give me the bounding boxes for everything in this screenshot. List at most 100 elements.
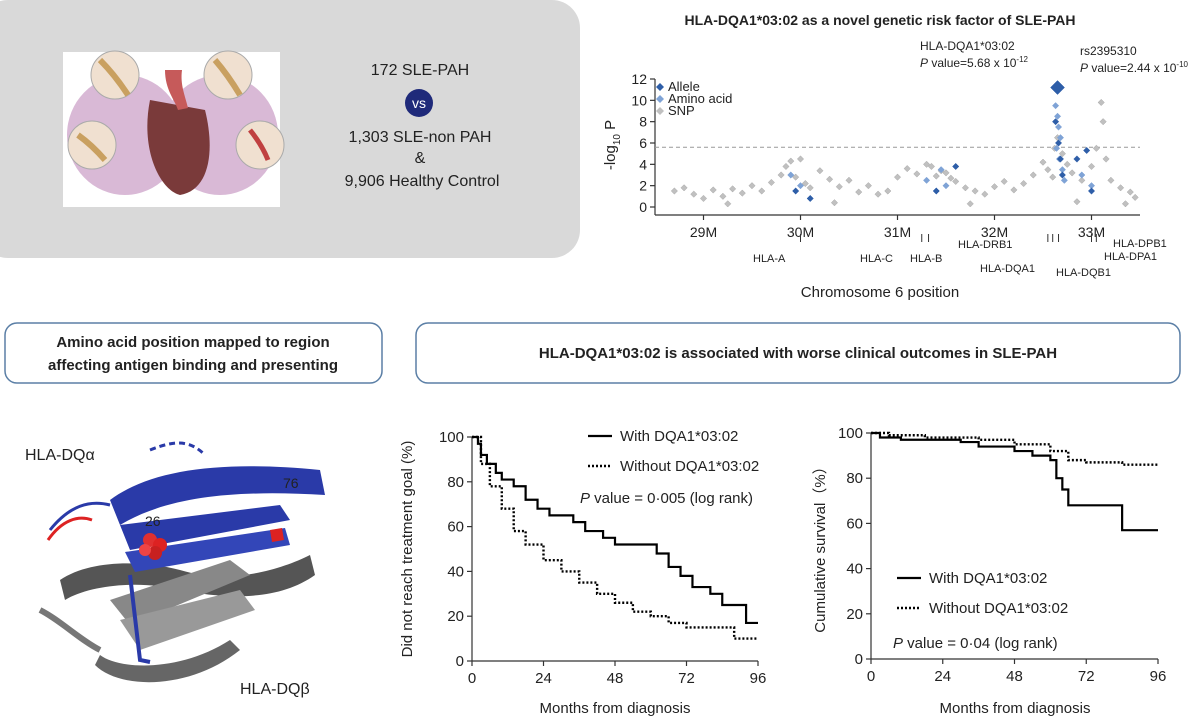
heart-illustration [63, 50, 285, 207]
data-point [971, 187, 979, 195]
data-point [1068, 169, 1076, 177]
data-point [845, 176, 853, 184]
data-point [942, 182, 950, 190]
data-point [792, 173, 800, 181]
survival-curve [472, 435, 758, 640]
legend-label: Allele [668, 79, 700, 94]
cohort-text: 172 SLE-PAH [371, 62, 469, 79]
gene-label: HLA-C [860, 253, 893, 265]
data-point [1092, 144, 1100, 152]
data-point [893, 173, 902, 181]
data-point [1083, 146, 1091, 155]
y-tick-label: 2 [639, 178, 647, 194]
data-point [806, 194, 814, 203]
x-tick-label: 32M [981, 224, 1008, 240]
x-tick-label: 48 [607, 670, 624, 687]
data-point [1073, 155, 1081, 163]
data-point [1078, 176, 1086, 184]
data-point [767, 178, 775, 187]
data-point [830, 199, 839, 207]
data-point [709, 186, 717, 194]
data-point [1078, 171, 1086, 179]
data-point [1087, 162, 1096, 171]
data-point [1049, 173, 1057, 181]
data-point [699, 194, 708, 203]
data-point [1029, 171, 1037, 179]
data-point [981, 190, 989, 198]
data-point [1044, 166, 1052, 174]
legend-label: Without DQA1*03:02 [620, 458, 759, 475]
data-point [932, 187, 940, 195]
data-point [952, 177, 960, 185]
x-tick-label: 96 [750, 670, 767, 687]
y-tick-label: 100 [838, 425, 863, 442]
y-tick-label: 40 [447, 563, 464, 580]
data-point [864, 182, 872, 190]
legend-label: With DQA1*03:02 [620, 428, 738, 445]
data-point [748, 182, 756, 190]
cohort-text: & [415, 150, 426, 167]
vs-badge [405, 89, 433, 117]
data-point [1121, 200, 1130, 208]
data-point [724, 200, 732, 208]
y-axis-label: Cumulative survival（%） [812, 459, 829, 632]
legend-label: With DQA1*03:02 [929, 570, 1047, 587]
gene-label: HLA-DRB1 [958, 239, 1012, 251]
data-point [1056, 155, 1065, 163]
y-tick-label: 20 [846, 606, 863, 623]
x-tick-label: 0 [867, 668, 875, 685]
data-point [690, 190, 698, 198]
y-tick-label: 100 [439, 429, 464, 446]
data-point [923, 176, 931, 184]
gene-label: HLA-DPB1 [1113, 238, 1167, 250]
data-point [1020, 179, 1028, 188]
cohort-text: 9,906 Healthy Control [345, 173, 500, 190]
y-tick-label: 6 [639, 135, 647, 151]
data-point [927, 162, 936, 171]
data-point [1060, 176, 1068, 184]
data-point [835, 183, 843, 191]
structure-label: HLA-DQβ [240, 681, 310, 698]
structure-label: 26 [145, 513, 161, 529]
data-point [729, 185, 737, 193]
section-box [4, 322, 383, 384]
data-point [738, 189, 746, 197]
y-tick-label: 0 [639, 199, 647, 215]
y-tick-label: 4 [639, 156, 647, 172]
y-axis-label: Did not reach treatment goal (%) [399, 441, 416, 658]
y-tick-label: 60 [846, 515, 863, 532]
data-point [1073, 198, 1081, 206]
data-point [884, 187, 892, 195]
data-point [913, 170, 921, 178]
x-tick-label: 31M [884, 224, 911, 240]
data-point [680, 184, 688, 192]
data-point [1099, 118, 1107, 126]
x-tick-label: 24 [535, 670, 552, 687]
data-point [961, 184, 969, 192]
data-point [942, 169, 950, 177]
x-tick-label: 96 [1150, 668, 1167, 685]
y-tick-label: 80 [846, 470, 863, 487]
data-point [1050, 80, 1065, 95]
data-point [1097, 98, 1105, 107]
cohort-text: 1,303 SLE-non PAH [349, 129, 492, 146]
data-point [1054, 139, 1063, 147]
data-point [952, 162, 960, 171]
gene-label: HLA-DQA1 [980, 263, 1035, 275]
data-point [806, 184, 814, 192]
section-title: Amino acid position mapped to region [56, 334, 329, 351]
chart-title: HLA-DQA1*03:02 as a novel genetic risk f… [684, 12, 1075, 28]
legend-label: SNP [668, 103, 695, 118]
x-tick-label: 33M [1078, 224, 1105, 240]
data-point [1117, 184, 1125, 192]
survival-curve [871, 431, 1158, 466]
y-tick-label: 0 [855, 651, 863, 668]
data-point [1000, 177, 1008, 185]
p-value: P value = 0·04 (log rank) [893, 635, 1058, 652]
y-tick-label: 80 [447, 474, 464, 491]
data-point [1126, 188, 1134, 196]
y-tick-label: 8 [639, 114, 647, 130]
annotation: rs2395310 [1080, 44, 1137, 58]
section-title: HLA-DQA1*03:02 is associated with worse … [539, 345, 1057, 362]
